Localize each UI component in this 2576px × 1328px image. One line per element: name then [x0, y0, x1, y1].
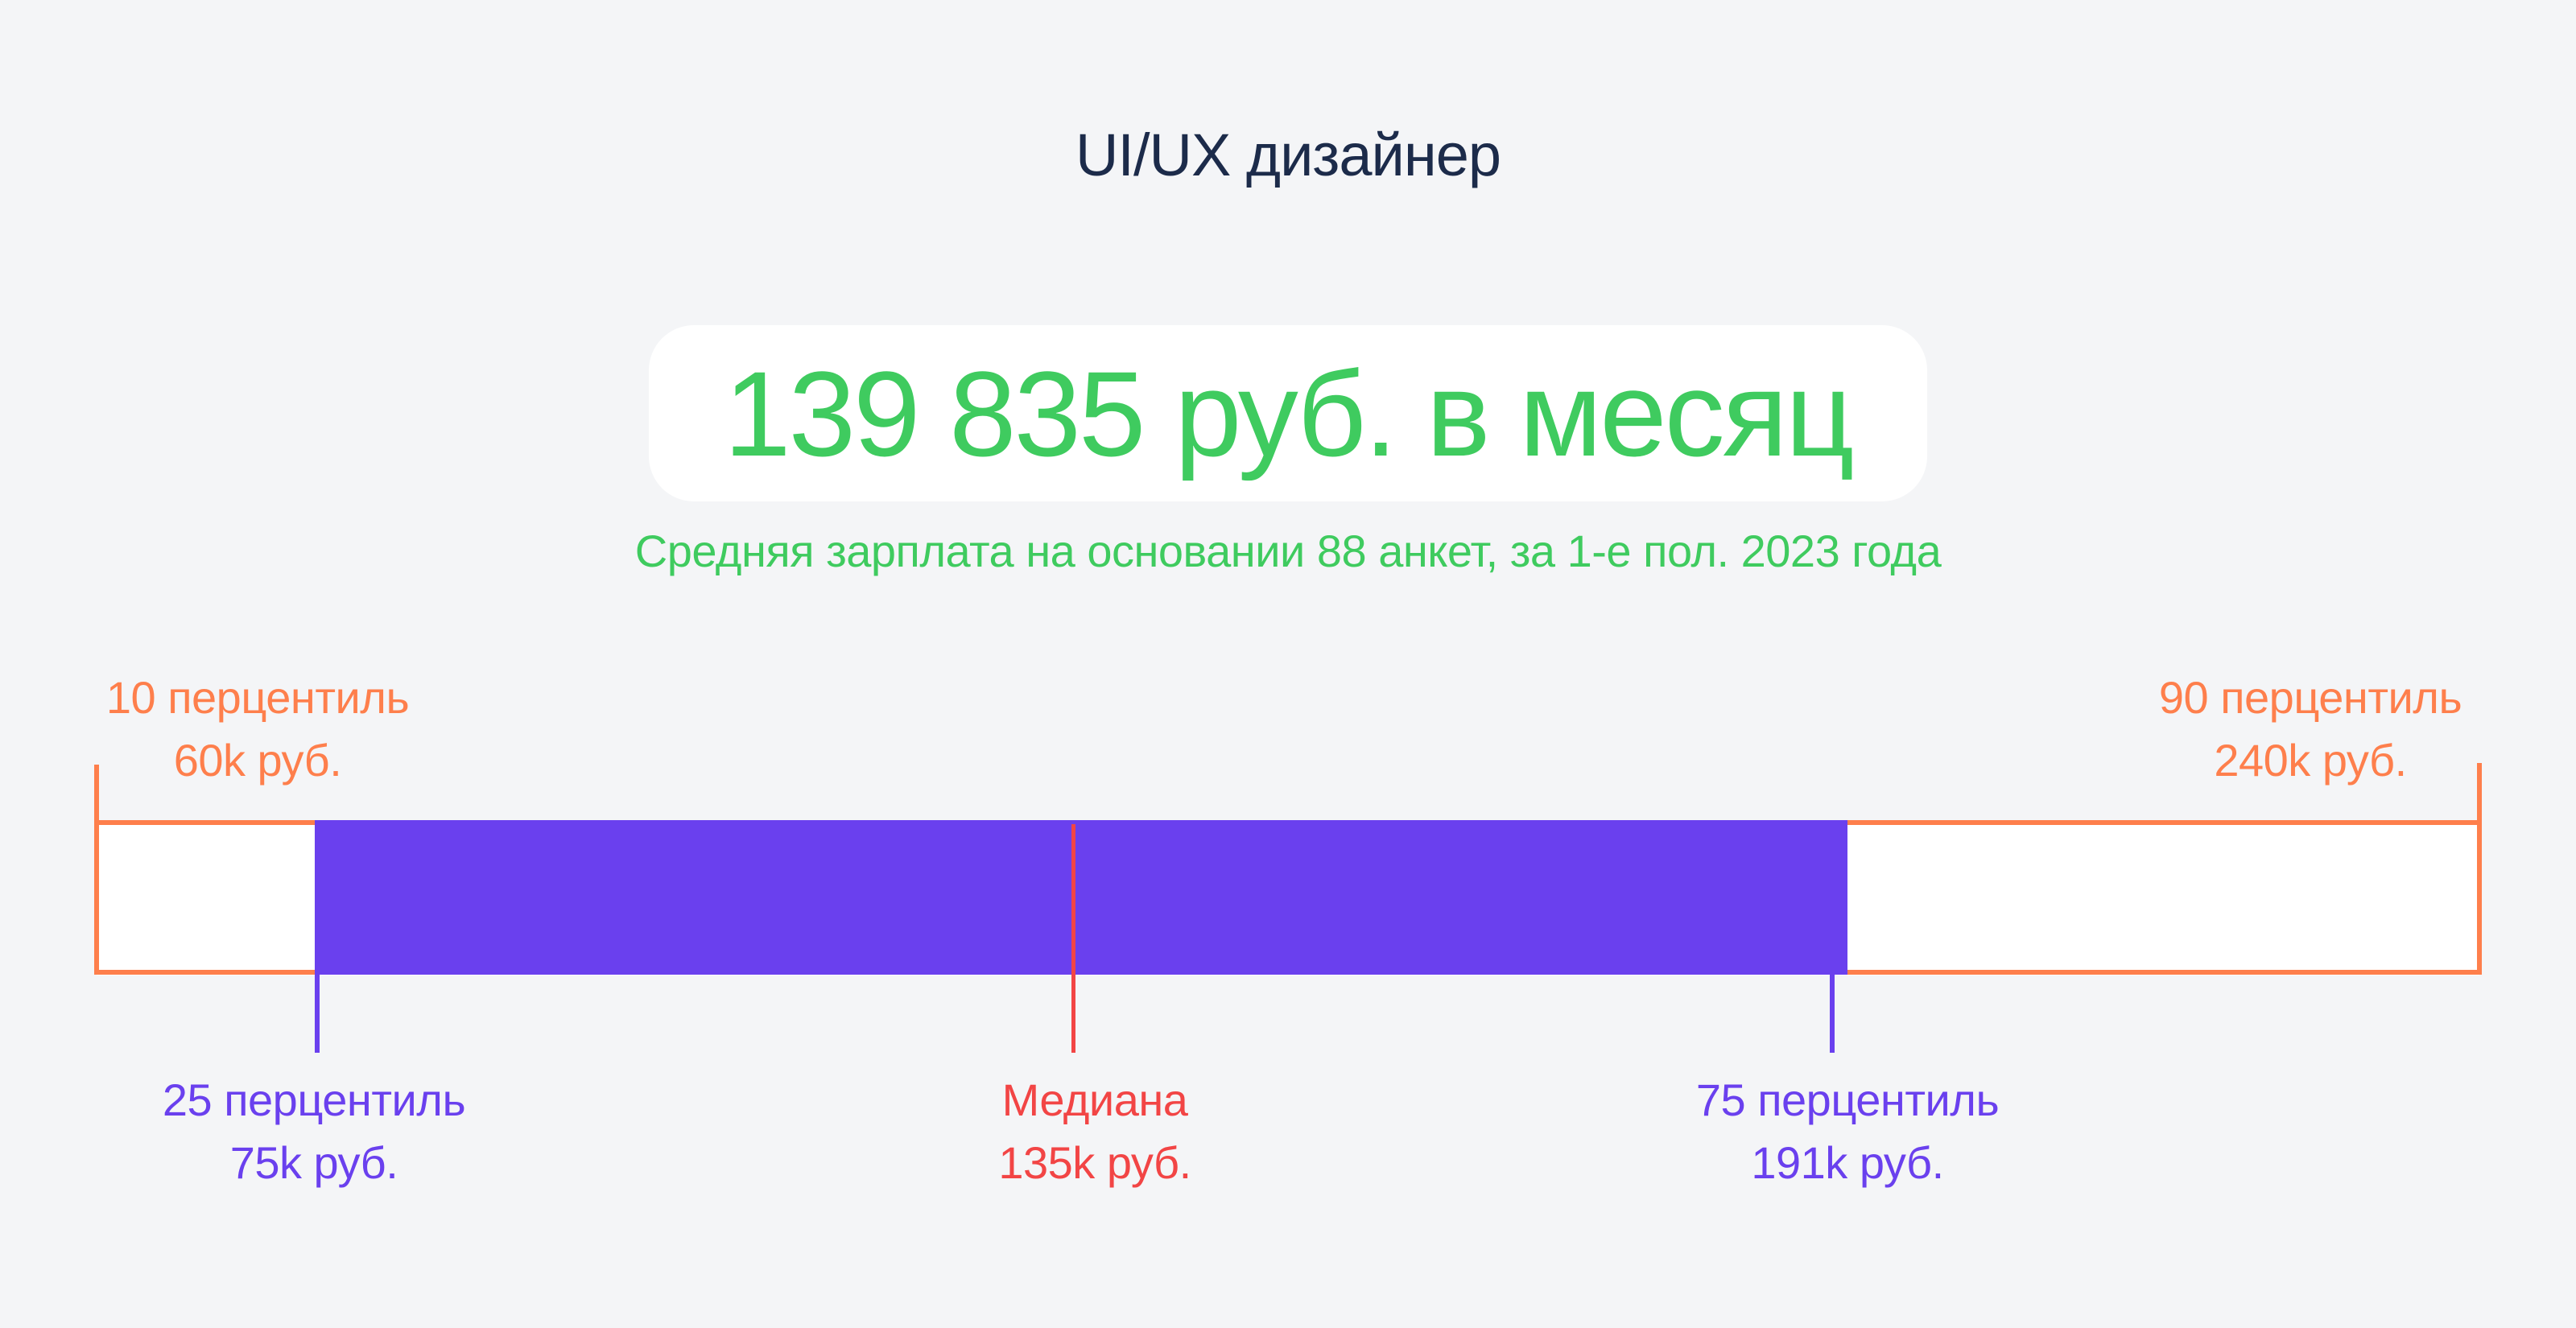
p25-value: 75k руб. [229, 1137, 398, 1188]
p90-name: 90 перцентиль [2158, 672, 2462, 723]
p75-tick [1830, 970, 1835, 1053]
p10-name: 10 перцентиль [105, 672, 410, 723]
p25-label: 25 перцентиль 75k руб. [145, 1069, 483, 1194]
p10-value: 60k руб. [173, 735, 342, 786]
p90-value: 240k руб. [2214, 735, 2407, 786]
p90-tick [2477, 763, 2482, 975]
p75-name: 75 перцентиль [1695, 1074, 2000, 1125]
median-value: 135k руб. [998, 1137, 1191, 1188]
p10-tick [94, 765, 99, 975]
p90-label: 90 перцентиль 240k руб. [2141, 666, 2479, 792]
p25-name: 25 перцентиль [162, 1074, 466, 1125]
median-label: Медиана 135k руб. [926, 1069, 1264, 1194]
median-line [1071, 824, 1075, 1053]
median-name: Медиана [1001, 1074, 1188, 1125]
average-salary-caption: Средняя зарплата на основании 88 анкет, … [634, 526, 1942, 576]
p75-value: 191k руб. [1751, 1137, 1944, 1188]
page-title: UI/UX дизайнер [1075, 122, 1501, 188]
p25-tick [315, 970, 320, 1053]
average-salary-value: 139 835 руб. в месяц [724, 346, 1855, 481]
p10-label: 10 перцентиль 60k руб. [89, 666, 427, 792]
p75-label: 75 перцентиль 191k руб. [1678, 1069, 2017, 1194]
interquartile-bar [315, 820, 1847, 975]
average-salary-card: 139 835 руб. в месяц [649, 325, 1927, 501]
